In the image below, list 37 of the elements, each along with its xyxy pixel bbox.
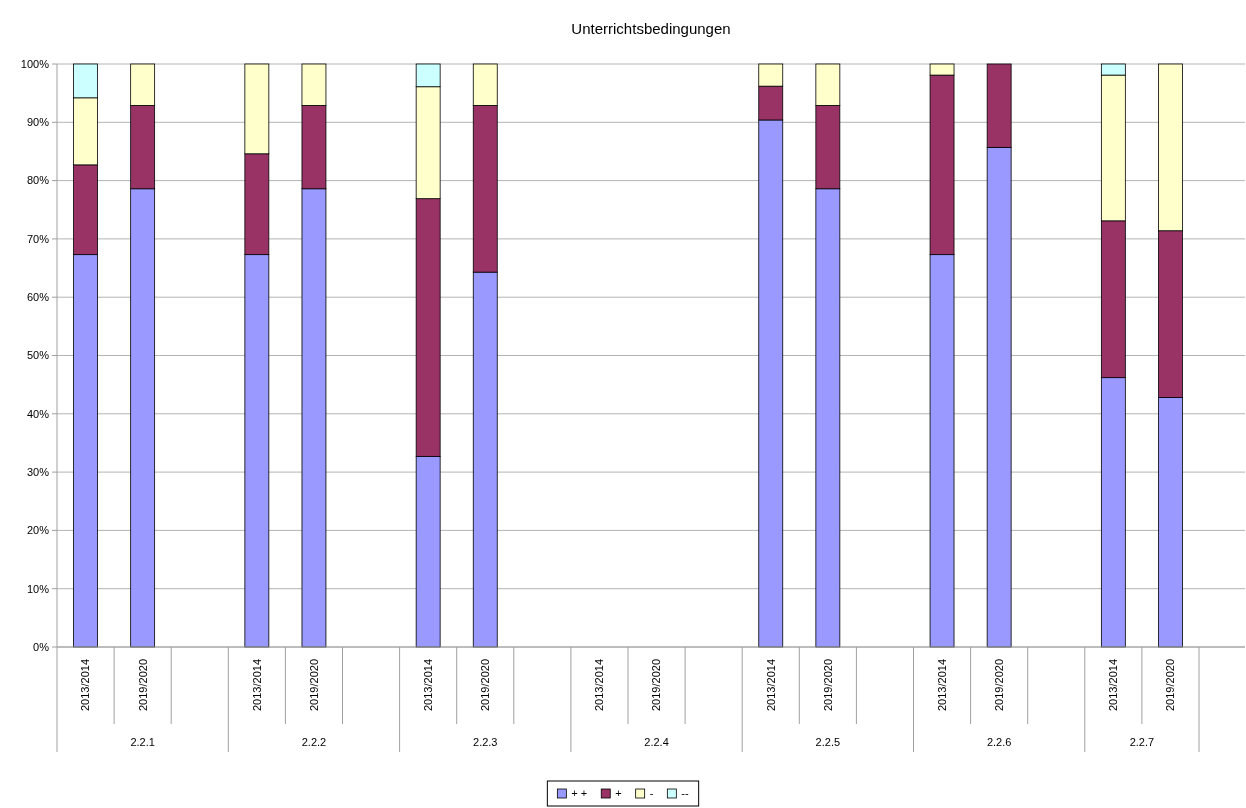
x-tick-label: 2013/2014 bbox=[935, 659, 948, 711]
x-tick-label: 2019/2020 bbox=[821, 659, 834, 711]
x-tick-label: 2013/2014 bbox=[422, 659, 434, 711]
text: 2.2.5 bbox=[815, 735, 841, 748]
x-tick-label: 2013/2014 bbox=[250, 659, 263, 711]
y-tick-label: 30% bbox=[26, 465, 50, 478]
x-tick-label: 2013/2014 bbox=[79, 659, 92, 711]
x-tick-label: 2013/2014 bbox=[1107, 659, 1120, 711]
y-tick-label: 20% bbox=[26, 524, 50, 537]
text: 2.2.1 bbox=[130, 735, 155, 748]
y-tick-label: 50% bbox=[26, 349, 50, 362]
y-tick-label: 90% bbox=[26, 116, 50, 129]
x-tick-label: 2019/2020 bbox=[136, 659, 149, 711]
x-tick-label: 2019/2020 bbox=[307, 659, 320, 711]
y-tick-label: 0% bbox=[33, 640, 50, 653]
y-tick-label: 100% bbox=[20, 57, 50, 70]
x-tick-label: 2019/2020 bbox=[1164, 659, 1177, 711]
legend-label: -- bbox=[681, 787, 689, 800]
text: 2.2.6 bbox=[986, 735, 1012, 748]
y-tick-label: 60% bbox=[26, 291, 50, 304]
y-tick-label: 70% bbox=[26, 232, 50, 245]
legend-label: + bbox=[615, 787, 622, 800]
legend-label: - bbox=[649, 787, 654, 800]
y-tick-label: 10% bbox=[26, 582, 50, 595]
x-tick-label: 2019/2020 bbox=[650, 659, 663, 711]
text: 2.2.3 bbox=[473, 735, 498, 748]
text: 2.2.4 bbox=[644, 735, 669, 748]
x-tick-label: 2013/2014 bbox=[764, 659, 777, 711]
x-tick-label: 2019/2020 bbox=[479, 659, 492, 711]
y-tick-label: 40% bbox=[26, 407, 50, 420]
y-tick-label: 80% bbox=[26, 174, 50, 187]
x-tick-label: 2019/2020 bbox=[993, 659, 1005, 711]
chart-title: Unterrichtsbedingungen bbox=[571, 20, 731, 37]
text: 2.2.2 bbox=[301, 735, 327, 748]
text: 2.2.7 bbox=[1129, 735, 1155, 748]
x-tick-label: 2013/2014 bbox=[593, 659, 606, 711]
legend-label: + + bbox=[571, 787, 588, 800]
